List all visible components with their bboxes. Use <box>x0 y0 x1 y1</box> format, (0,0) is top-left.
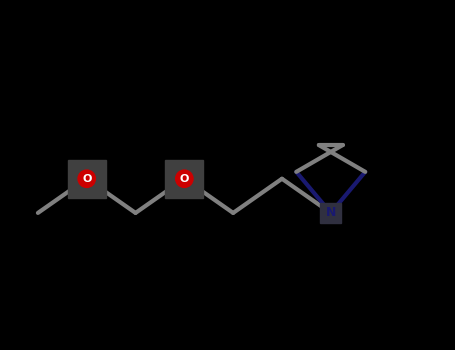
Text: O: O <box>82 174 91 184</box>
Bar <box>68 160 106 198</box>
Circle shape <box>176 170 193 187</box>
Bar <box>165 160 203 198</box>
Bar <box>320 203 341 223</box>
Circle shape <box>78 170 96 187</box>
Text: O: O <box>180 174 189 184</box>
Text: N: N <box>326 206 336 219</box>
